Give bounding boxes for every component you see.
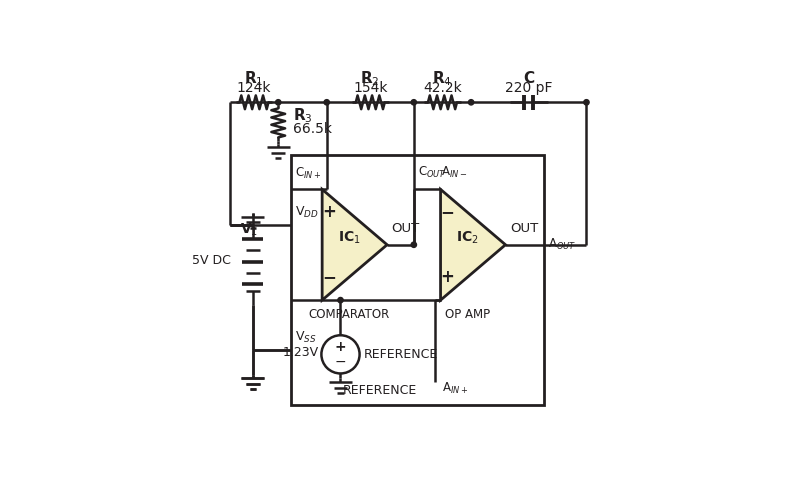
Text: C$_{OUT}$: C$_{OUT}$ [418, 165, 446, 180]
Text: R$_2$: R$_2$ [361, 69, 380, 88]
Text: 66.5k: 66.5k [293, 122, 332, 136]
Circle shape [275, 100, 281, 105]
Text: REFERENCE: REFERENCE [363, 348, 438, 361]
Text: A$_{IN+}$: A$_{IN+}$ [442, 380, 469, 396]
Text: R$_1$: R$_1$ [244, 69, 264, 88]
Text: −: − [441, 203, 454, 221]
Text: 5V DC: 5V DC [192, 254, 230, 267]
Text: REFERENCE: REFERENCE [342, 384, 417, 397]
Text: V$_{SS}$: V$_{SS}$ [295, 330, 317, 345]
Circle shape [411, 100, 417, 105]
Circle shape [338, 298, 343, 303]
Circle shape [322, 335, 359, 373]
Circle shape [469, 100, 474, 105]
Text: −: − [322, 268, 336, 286]
Text: +: + [334, 340, 346, 354]
Circle shape [584, 100, 589, 105]
Text: OUT: OUT [510, 222, 538, 235]
Text: +: + [441, 268, 454, 286]
Bar [291, 155, 544, 405]
Text: R$_3$: R$_3$ [293, 107, 313, 125]
Text: 220 pF: 220 pF [505, 81, 553, 95]
Text: C: C [523, 71, 534, 86]
Circle shape [324, 100, 330, 105]
Text: V$_1$: V$_1$ [240, 222, 258, 239]
Text: A$_{IN-}$: A$_{IN-}$ [441, 165, 467, 180]
Text: 154k: 154k [353, 81, 387, 95]
Text: COMPARATOR: COMPARATOR [308, 308, 390, 321]
Text: OP AMP: OP AMP [445, 308, 490, 321]
Polygon shape [322, 189, 387, 300]
Text: V$_{DD}$: V$_{DD}$ [295, 205, 319, 220]
Text: 42.2k: 42.2k [423, 81, 462, 95]
Text: −: − [334, 355, 346, 369]
Polygon shape [441, 189, 506, 300]
Text: IC$_2$: IC$_2$ [456, 230, 478, 246]
Text: OUT: OUT [392, 222, 420, 235]
Text: 124k: 124k [237, 81, 271, 95]
Text: R$_4$: R$_4$ [433, 69, 453, 88]
Circle shape [411, 242, 417, 248]
Text: C$_{IN+}$: C$_{IN+}$ [295, 166, 322, 181]
Text: IC$_1$: IC$_1$ [338, 230, 360, 246]
Text: +: + [322, 203, 336, 221]
Text: A$_{OUT}$: A$_{OUT}$ [548, 237, 577, 252]
Text: 1.23V: 1.23V [282, 346, 318, 359]
